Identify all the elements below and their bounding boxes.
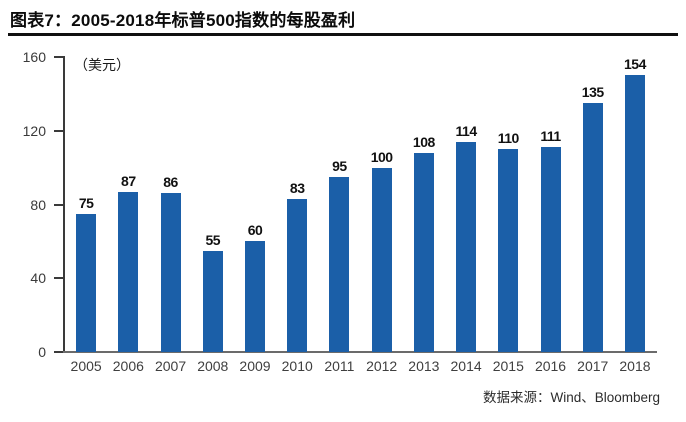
x-tick-label: 2017 (577, 358, 609, 374)
bar (287, 198, 308, 352)
y-tick-label: 80 (30, 196, 46, 213)
y-axis-unit-label: （美元） (74, 57, 130, 73)
bar (202, 250, 223, 352)
bar-chart-plot-area: 75 87 86 55 60 83 95 100 108 114 110 111 135 154 (65, 57, 656, 352)
bar (582, 103, 603, 352)
bar-value-label: 111 (540, 128, 561, 145)
bar (371, 167, 392, 352)
bar-value-label: 135 (581, 84, 604, 101)
bar (160, 193, 181, 352)
x-tick-label: 2007 (154, 358, 187, 374)
y-tick-mark (54, 56, 63, 58)
x-tick-label: 2011 (324, 358, 355, 374)
bar-group-2016: 111 (529, 57, 571, 352)
y-axis-line (63, 56, 65, 353)
bar (456, 141, 477, 352)
bar-value-label: 83 (289, 179, 305, 196)
x-axis-labels: 2005 2006 2007 2008 2009 2010 2011 2012 2013 2014… (65, 358, 656, 374)
x-tick-label: 2010 (281, 358, 313, 374)
bar-value-label: 154 (624, 56, 646, 72)
x-tick-label: 2012 (366, 358, 398, 374)
bar-group-2014: 114 (445, 57, 487, 352)
bar (244, 241, 265, 352)
bar-group-2011: 95 (318, 57, 360, 352)
bar-group-2015: 110 (487, 57, 529, 352)
bar (118, 191, 139, 352)
y-tick-label: 120 (22, 122, 46, 139)
bar-value-label: 75 (78, 194, 94, 211)
y-tick-mark (54, 129, 63, 132)
bar-group-2007: 86 (149, 57, 191, 352)
bar-value-label: 60 (247, 222, 263, 239)
y-tick-mark (54, 351, 63, 353)
bar (624, 75, 645, 352)
x-tick-label: 2014 (450, 358, 482, 374)
x-tick-label: 2009 (239, 358, 271, 374)
figure-title: 图表7：2005-2018年标普500指数的每股盈利 (10, 11, 356, 30)
x-axis-line (63, 351, 657, 353)
bar-value-label: 100 (370, 148, 393, 165)
bar-value-label: 114 (455, 122, 478, 139)
x-tick-label: 2015 (492, 358, 524, 374)
bar (498, 149, 519, 352)
bar-value-label: 95 (332, 157, 347, 174)
bar-value-label: 108 (412, 133, 435, 150)
x-tick-label: 2018 (619, 358, 651, 374)
y-tick-mark (54, 277, 63, 280)
bar-value-label: 110 (497, 130, 520, 147)
bar-value-label: 86 (163, 174, 178, 191)
bar-group-2006: 87 (107, 57, 149, 352)
bar-value-label: 55 (205, 231, 221, 248)
bar-group-2005: 75 (65, 57, 107, 352)
bar-group-2012: 100 (361, 57, 403, 352)
bar (76, 213, 97, 352)
bar-group-2009: 60 (234, 57, 276, 352)
bar-group-2017: 135 (572, 57, 614, 352)
y-tick-label: 160 (22, 49, 46, 65)
bar-value-label: 87 (121, 172, 136, 189)
bar (329, 176, 350, 352)
bar-group-2018: 154 (614, 57, 656, 352)
bar-group-2010: 83 (276, 57, 318, 352)
x-tick-label: 2008 (197, 358, 229, 374)
y-tick-label: 40 (30, 270, 46, 287)
y-tick-mark (54, 203, 63, 206)
data-source-note: 数据来源：Wind、Bloomberg (482, 390, 660, 405)
x-tick-label: 2016 (534, 358, 567, 374)
bar (413, 152, 434, 352)
y-tick-label: 0 (38, 344, 46, 360)
bar-group-2008: 55 (192, 57, 234, 352)
x-tick-label: 2006 (112, 358, 144, 374)
x-tick-label: 2005 (70, 358, 102, 374)
title-underline (8, 33, 678, 36)
bar-group-2013: 108 (403, 57, 445, 352)
x-tick-label: 2013 (408, 358, 440, 374)
bar (540, 147, 561, 352)
